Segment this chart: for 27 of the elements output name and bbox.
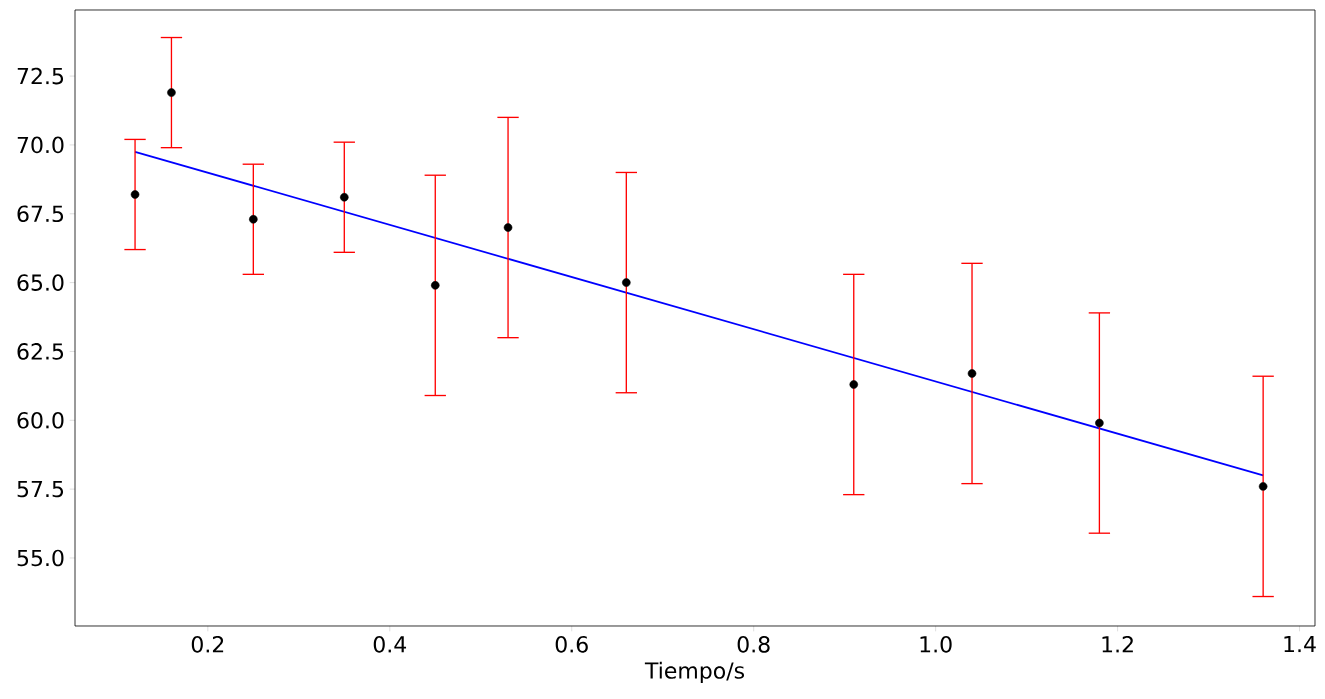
y-tick-label: 70.0: [17, 136, 64, 154]
y-tick-label: 72.5: [17, 67, 64, 85]
x-tick-label: 0.4: [373, 636, 407, 653]
point: [130, 190, 140, 199]
y-tick-label: 65.0: [17, 274, 64, 291]
x-tick-label: 1.2: [1102, 636, 1133, 653]
point: [249, 215, 258, 224]
y-tick-label: 62.5: [17, 343, 64, 360]
point: [622, 278, 631, 287]
point: [503, 223, 513, 232]
y-tick-label: 67.5: [17, 205, 64, 223]
y-tick-label: 60.0: [17, 411, 64, 429]
point: [1095, 418, 1104, 428]
x-tick-label: 0.2: [191, 636, 224, 653]
x-tick-label: 1.4: [1284, 636, 1316, 653]
x-tick-label: 0.8: [737, 636, 770, 653]
point: [340, 192, 349, 202]
x-tick-label: 0.6: [555, 636, 588, 653]
point: [1258, 482, 1268, 491]
point: [431, 281, 440, 290]
y-tick-label: 55.0: [17, 549, 64, 567]
point: [849, 380, 859, 389]
point: [167, 88, 176, 97]
x-tick-label: 1.0: [920, 636, 952, 653]
x-axis-title: Tiempo/s: [644, 661, 745, 684]
point: [967, 369, 977, 378]
y-tick-label: 57.5: [17, 480, 64, 498]
